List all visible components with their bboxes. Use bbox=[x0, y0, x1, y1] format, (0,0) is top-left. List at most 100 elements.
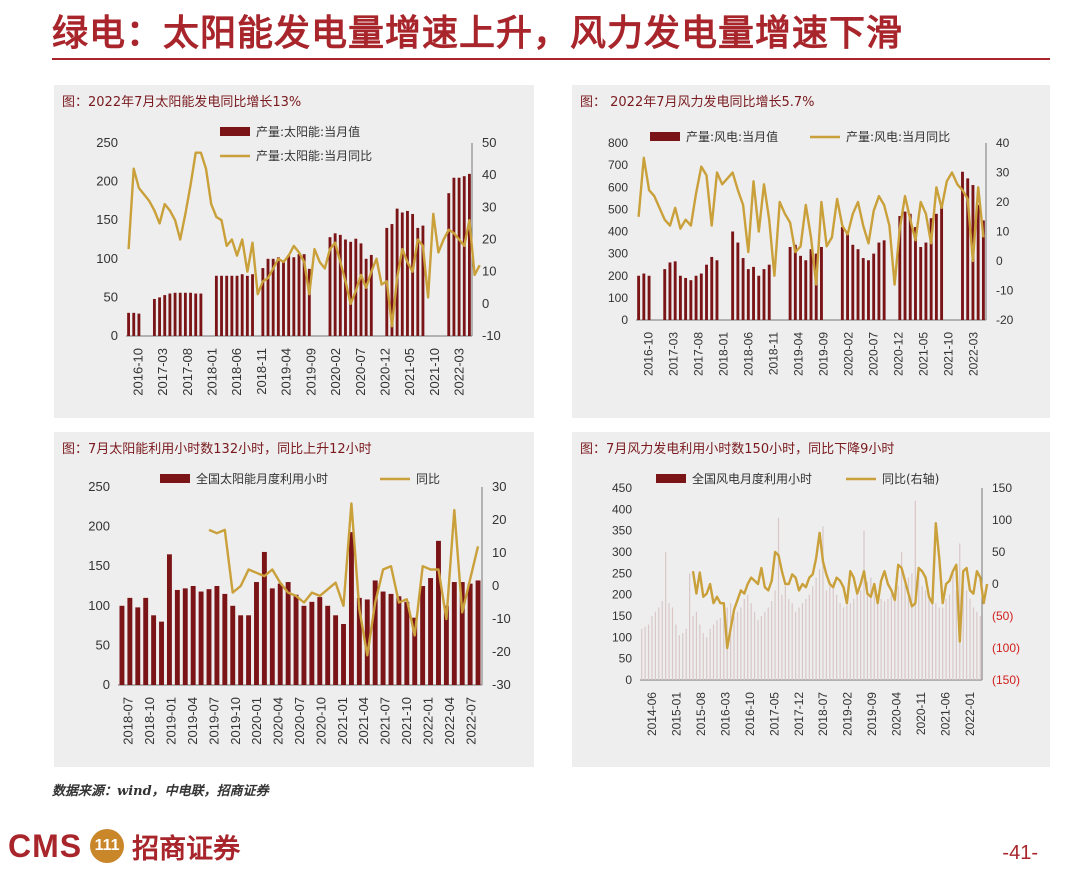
page-number: -41- bbox=[1002, 842, 1038, 864]
bar bbox=[894, 590, 896, 680]
x-tick-label: 2020-12 bbox=[378, 348, 393, 396]
legend-bar-swatch bbox=[650, 132, 680, 141]
bar bbox=[731, 231, 735, 320]
bar bbox=[678, 275, 682, 320]
bar bbox=[935, 603, 937, 680]
bar bbox=[678, 635, 680, 680]
x-tick-label: 2020-01 bbox=[249, 697, 264, 745]
bar bbox=[372, 580, 378, 685]
bar bbox=[341, 624, 346, 685]
y-right-tick-label: 10 bbox=[492, 545, 506, 560]
bar bbox=[349, 241, 353, 336]
bar bbox=[388, 593, 394, 685]
bar bbox=[764, 611, 766, 680]
bar bbox=[908, 213, 912, 320]
bar bbox=[736, 242, 740, 320]
y-left-tick-label: 200 bbox=[88, 519, 110, 534]
y-right-tick-label: 40 bbox=[482, 167, 496, 182]
yoy-line bbox=[208, 502, 480, 657]
bar bbox=[842, 607, 845, 680]
bar bbox=[641, 628, 643, 680]
bar bbox=[814, 253, 818, 320]
solar-output-panel: 图：2022年7月太阳能发电同比增长13% 0 50 100 150 200 250 -10… bbox=[54, 85, 534, 418]
x-tick-label: 2020-12 bbox=[892, 332, 906, 376]
bar bbox=[190, 586, 196, 685]
bar bbox=[183, 292, 187, 336]
bar bbox=[793, 244, 797, 320]
x-tick-label: 2020-11 bbox=[914, 692, 928, 735]
bar bbox=[287, 254, 291, 336]
bar bbox=[961, 171, 964, 320]
bar bbox=[979, 616, 981, 680]
bar bbox=[266, 258, 270, 336]
bar bbox=[416, 227, 420, 336]
bar bbox=[261, 551, 267, 685]
bar bbox=[189, 292, 192, 336]
bar bbox=[921, 586, 923, 680]
bar bbox=[822, 526, 824, 680]
y-right-tick-label: 20 bbox=[482, 232, 496, 247]
bar bbox=[198, 591, 204, 685]
yoy-line bbox=[127, 151, 481, 328]
bar bbox=[663, 269, 667, 320]
wind-hours-panel: 图：7月风力发电利用小时数150小时，同比下降9小时 0 50 100 150 200 2… bbox=[572, 432, 1050, 767]
bar bbox=[182, 588, 188, 685]
bar bbox=[859, 590, 862, 680]
bar bbox=[955, 590, 957, 680]
x-tick-label: 2017-03 bbox=[667, 332, 681, 376]
y-right-tick-label: 0 bbox=[492, 578, 499, 593]
bar bbox=[934, 213, 938, 320]
bar bbox=[135, 607, 141, 685]
bar bbox=[404, 601, 410, 685]
wind-hours-chart: 0 50 100 150 200 250 300 350 400 450 (150) (100) (50… bbox=[612, 471, 1020, 736]
x-tick-label: 2016-10 bbox=[743, 692, 757, 736]
bar bbox=[809, 249, 813, 320]
legend-line-label: 产量:风电:当月同比 bbox=[846, 130, 950, 144]
legend-bar-swatch bbox=[220, 127, 250, 136]
y-right-tick-label: 100 bbox=[992, 513, 1012, 527]
x-tick-label: 2015-01 bbox=[670, 692, 684, 736]
bar bbox=[127, 312, 131, 336]
bar bbox=[292, 257, 296, 336]
x-tick-label: 2018-01 bbox=[717, 332, 731, 376]
bar bbox=[762, 269, 766, 320]
bar bbox=[158, 297, 161, 336]
y-right-tick-label: 20 bbox=[492, 512, 506, 527]
x-tick-label: 2020-04 bbox=[890, 692, 904, 736]
y-right-tick-label: 150 bbox=[992, 481, 1012, 495]
bar bbox=[743, 598, 745, 680]
bar bbox=[333, 615, 339, 685]
y-left-tick-label: 800 bbox=[608, 136, 628, 150]
x-tick-label: 2018-11 bbox=[254, 348, 269, 395]
y-left-tick-label: 400 bbox=[612, 502, 632, 516]
legend-bar-label: 全国太阳能月度利用小时 bbox=[196, 471, 328, 486]
bar bbox=[127, 597, 133, 685]
y-left-tick-label: 250 bbox=[88, 479, 110, 494]
bar bbox=[952, 569, 954, 680]
bar bbox=[948, 594, 951, 680]
x-tick-label: 2020-04 bbox=[271, 697, 286, 745]
bar bbox=[356, 597, 362, 685]
bar bbox=[380, 591, 386, 685]
bar bbox=[364, 258, 368, 336]
bar bbox=[825, 590, 827, 680]
bar bbox=[866, 581, 869, 680]
bar bbox=[137, 313, 141, 336]
y-left-tick-label: 50 bbox=[619, 652, 633, 666]
bar bbox=[348, 532, 354, 685]
bar bbox=[675, 624, 677, 680]
logo-wordmark: CMS bbox=[8, 827, 83, 864]
x-tick-label: 2019-04 bbox=[279, 348, 294, 396]
bar bbox=[245, 275, 249, 336]
bar bbox=[887, 598, 889, 680]
y-left-tick-label: 50 bbox=[104, 289, 118, 304]
bar bbox=[166, 554, 172, 685]
x-tick-label: 2019-04 bbox=[185, 697, 200, 745]
bar bbox=[716, 620, 718, 680]
bar bbox=[918, 569, 920, 680]
x-tick-label: 2018-11 bbox=[767, 332, 781, 375]
bar bbox=[159, 621, 164, 685]
bar bbox=[870, 577, 872, 680]
bar bbox=[661, 601, 663, 680]
x-tick-label: 2017-03 bbox=[155, 348, 170, 396]
